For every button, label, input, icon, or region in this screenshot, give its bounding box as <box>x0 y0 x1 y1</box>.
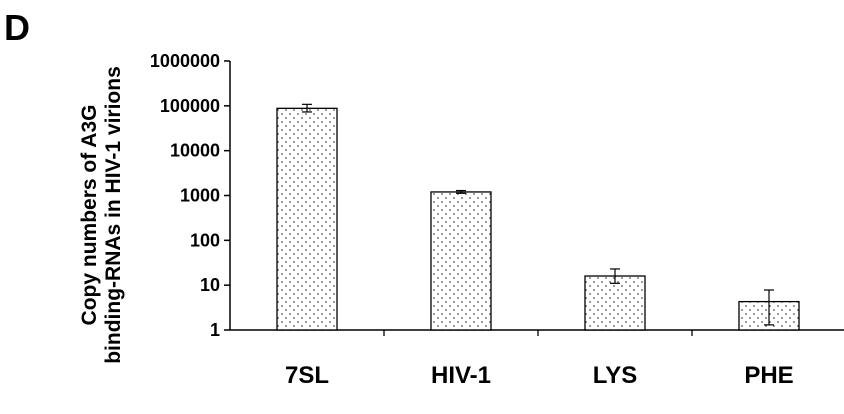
x-tick-label-phe: PHE <box>744 362 793 389</box>
bar-hiv-1 <box>430 191 492 331</box>
x-tick-label-7sl: 7SL <box>285 362 329 389</box>
bar-lys <box>584 275 646 331</box>
y-tick-label: 1 <box>210 320 220 340</box>
y-axis-title-line-2: binding-RNAs in HIV-1 virions <box>102 66 125 364</box>
x-tick-label-lys: LYS <box>593 362 637 389</box>
y-tick-label: 10000 <box>170 141 220 161</box>
plot-area: 1 10 100 1000 10000 100000 1000000 7SL HIV-1 LYS P… <box>150 51 844 389</box>
y-tick-label: 100 <box>190 230 220 250</box>
y-tick-label: 1000000 <box>150 51 220 71</box>
x-tick-label-hiv-1: HIV-1 <box>431 362 491 389</box>
y-axis-title: Copy numbers of A3G binding-RNAs in HIV-… <box>78 66 125 364</box>
y-tick-label: 10 <box>200 275 220 295</box>
y-tick-label: 100000 <box>160 96 220 116</box>
bar-7sl <box>276 107 338 331</box>
y-axis-title-line-1: Copy numbers of A3G <box>78 105 101 326</box>
y-tick-label: 1000 <box>180 186 220 206</box>
panel-label: D <box>4 7 30 48</box>
